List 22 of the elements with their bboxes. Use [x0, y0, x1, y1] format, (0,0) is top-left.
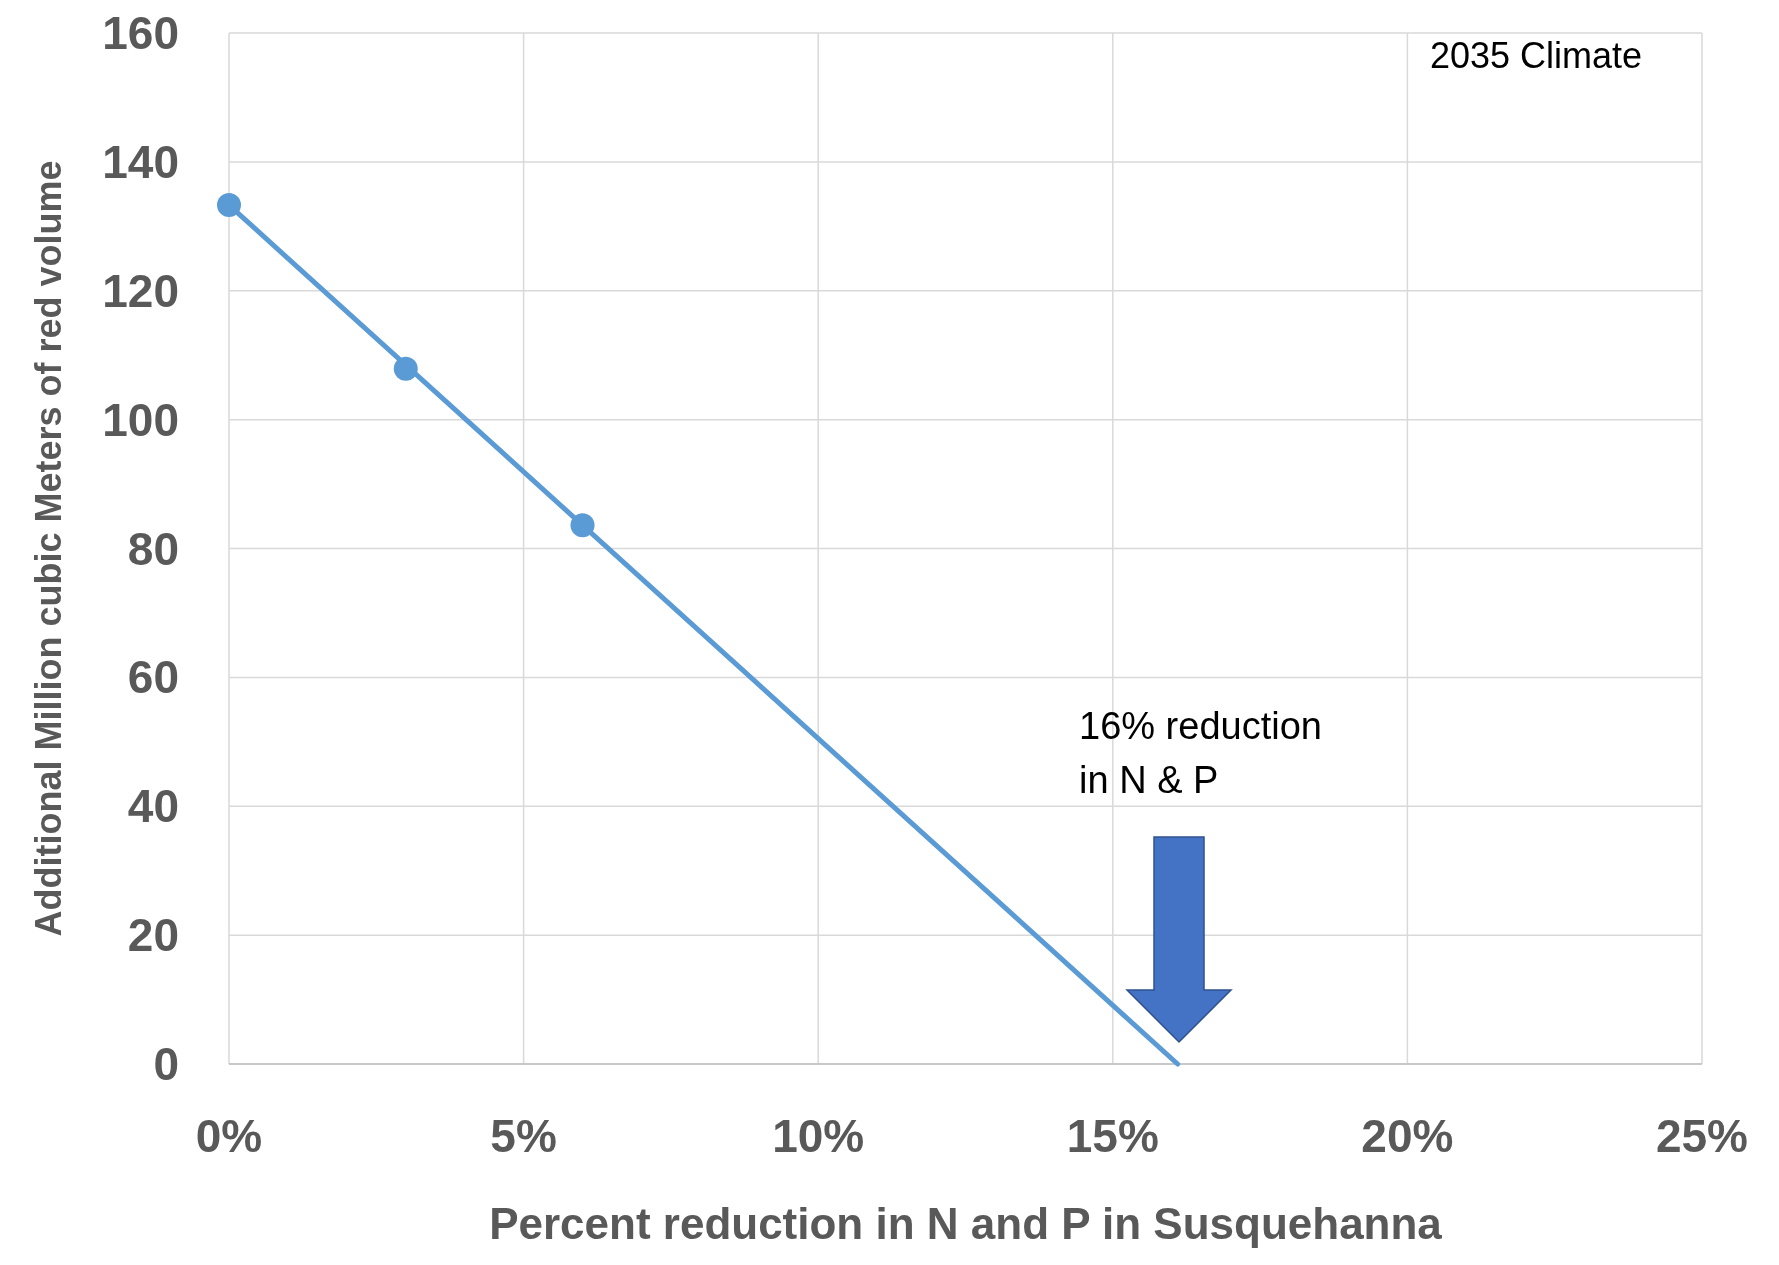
y-tick-label: 80	[127, 522, 179, 575]
x-tick-label: 20%	[1361, 1110, 1454, 1162]
y-tick-label: 60	[127, 651, 179, 704]
x-axis-title: Percent reduction in N and P in Susquehanna	[489, 1199, 1443, 1248]
x-tick-label: 10%	[772, 1110, 865, 1162]
y-tick-label: 140	[102, 135, 179, 188]
y-tick-label: 120	[102, 264, 179, 317]
annotation: 16% reduction in N & P	[1079, 705, 1322, 801]
x-tick-label: 25%	[1655, 1110, 1749, 1162]
y-tick-label: 20	[127, 909, 179, 962]
point	[217, 193, 241, 218]
y-axis-title: Additional Million cubic Meters of red volume	[27, 160, 69, 937]
x-tick-label: 5%	[490, 1110, 557, 1162]
point	[393, 356, 418, 381]
x-tick-label: 15%	[1066, 1110, 1159, 1162]
y-tick-label: 100	[102, 393, 179, 446]
y-tick-label: 40	[127, 780, 179, 833]
y-tick-label: 160	[102, 7, 179, 59]
y-tick-label: 0	[153, 1038, 179, 1090]
x-tick-label: 0%	[195, 1110, 263, 1162]
annotation: 2035 Climate	[1429, 35, 1642, 76]
point	[570, 513, 595, 538]
